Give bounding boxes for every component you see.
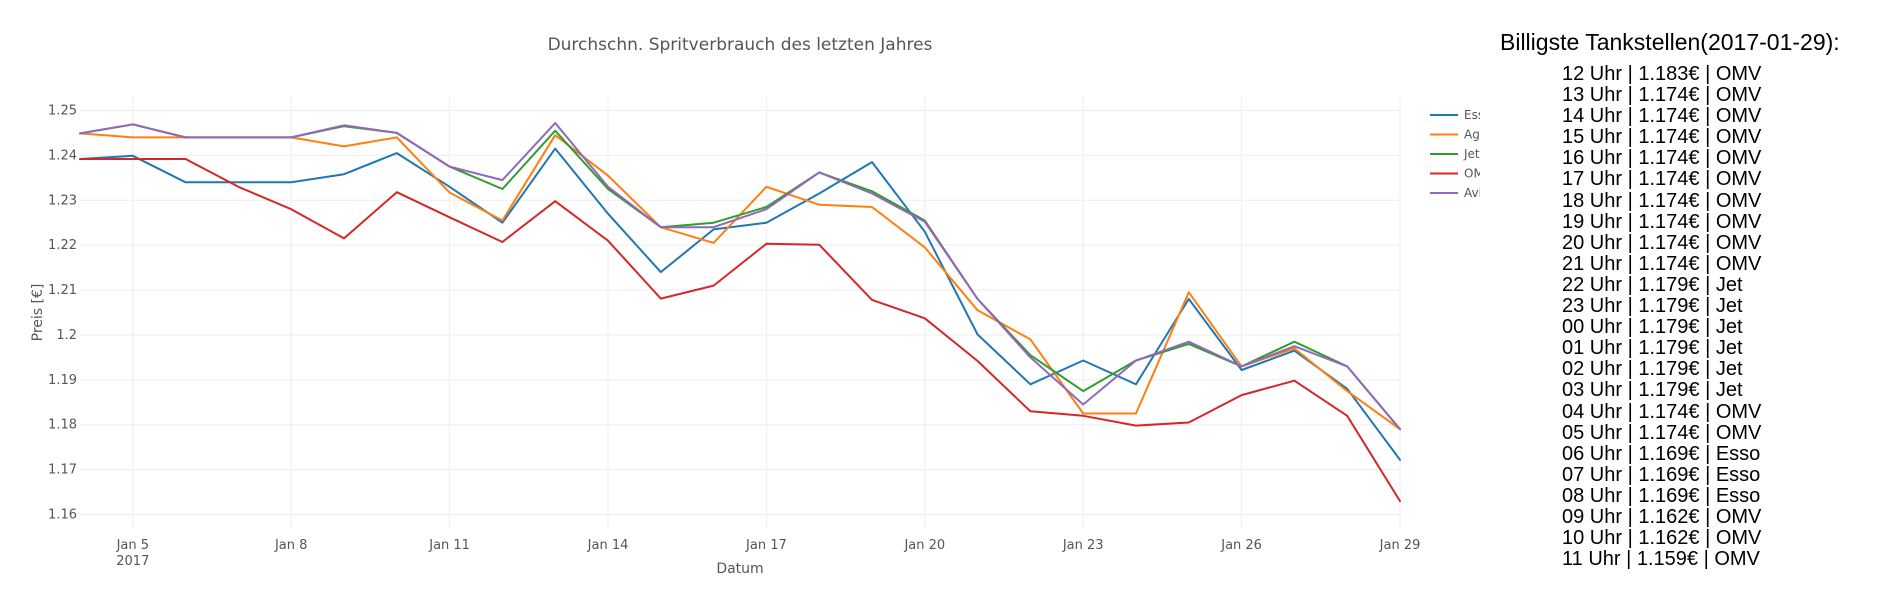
cheapest-station-entry: 01 Uhr | 1.179€ | Jet	[1562, 337, 1743, 360]
cheapest-station-entry: 11 Uhr | 1.159€ | OMV	[1562, 548, 1760, 571]
y-tick-label: 1.24	[48, 148, 77, 163]
cheapest-station-entry: 08 Uhr | 1.169€ | Esso	[1562, 484, 1761, 507]
x-tick-label: Jan 11	[428, 538, 470, 553]
series-line-agip	[79, 132, 1401, 431]
y-tick-label: 1.25	[48, 103, 77, 118]
cheapest-station-entry: 10 Uhr | 1.162€ | OMV	[1562, 527, 1762, 550]
y-tick-label: 1.16	[48, 508, 77, 523]
cheapest-station-entry: 00 Uhr | 1.179€ | Jet	[1562, 316, 1743, 339]
x-tick-label: Jan 26	[1220, 538, 1262, 553]
cheapest-station-entry: 20 Uhr | 1.174€ | OMV	[1562, 231, 1762, 254]
x-tick-label: Jan 29	[1379, 538, 1421, 553]
series-line-esso	[79, 147, 1401, 461]
cheapest-station-entry: 22 Uhr | 1.179€ | Jet	[1562, 273, 1743, 296]
cheapest-station-entry: 06 Uhr | 1.169€ | Esso	[1562, 442, 1761, 465]
cheapest-station-entry: 14 Uhr | 1.174€ | OMV	[1562, 105, 1762, 128]
price-line-chart: Durchschn. Spritverbrauch des letzten Ja…	[30, 35, 1480, 577]
cheapest-station-entry: 13 Uhr | 1.174€ | OMV	[1562, 84, 1762, 107]
y-tick-label: 1.18	[48, 418, 77, 433]
cheapest-station-entry: 16 Uhr | 1.174€ | OMV	[1562, 147, 1762, 170]
y-tick-label: 1.23	[48, 193, 77, 208]
cheapest-station-entry: 02 Uhr | 1.179€ | Jet	[1562, 358, 1743, 381]
cheapest-station-entry: 12 Uhr | 1.183€ | OMV	[1562, 63, 1762, 85]
chart-title: Durchschn. Spritverbrauch des letzten Ja…	[548, 35, 933, 55]
series-line-avia	[79, 122, 1401, 431]
y-tick-label: 1.19	[48, 373, 77, 388]
cheapest-station-entry: 07 Uhr | 1.169€ | Esso	[1562, 463, 1761, 486]
x-tick-label: Jan 14	[587, 538, 629, 553]
cheapest-stations-panel: Billigste Tankstellen(2017-01-29): 12 Uh…	[1500, 26, 1895, 596]
legend-label-agip: Agip	[1464, 128, 1480, 142]
x-tick-label: Jan 8	[274, 538, 307, 553]
x-tick-sublabel: 2017	[116, 554, 149, 569]
x-tick-label: Jan 17	[745, 538, 787, 553]
cheapest-station-entry: 19 Uhr | 1.174€ | OMV	[1562, 210, 1762, 233]
cheapest-station-entry: 09 Uhr | 1.162€ | OMV	[1562, 505, 1762, 528]
x-tick-label: Jan 23	[1062, 538, 1104, 553]
y-tick-label: 1.2	[56, 328, 77, 343]
legend-label-esso: Esso	[1464, 108, 1480, 122]
series-line-omv	[79, 158, 1401, 503]
cheapest-station-entry: 15 Uhr | 1.174€ | OMV	[1562, 126, 1762, 149]
legend-label-omv: OMV	[1464, 167, 1480, 181]
x-axis-title: Datum	[716, 561, 763, 577]
series-line-jet	[79, 123, 1401, 431]
cheapest-station-entry: 18 Uhr | 1.174€ | OMV	[1562, 189, 1762, 212]
legend-label-avia: Avia	[1464, 186, 1480, 200]
cheapest-station-entry: 23 Uhr | 1.179€ | Jet	[1562, 295, 1743, 318]
cheapest-station-entry: 21 Uhr | 1.174€ | OMV	[1562, 252, 1762, 275]
cheapest-stations-list: 12 Uhr | 1.183€ | OMV 13 Uhr | 1.174€ | O…	[1562, 63, 1762, 571]
y-tick-label: 1.17	[48, 463, 77, 478]
legend-label-jet: Jet	[1463, 147, 1480, 161]
chart-canvas: Durchschn. Spritverbrauch des letzten Ja…	[30, 35, 1480, 577]
y-tick-label: 1.21	[48, 283, 77, 298]
y-axis-title: Preis [€]	[30, 284, 46, 342]
cheapest-station-entry: 04 Uhr | 1.174€ | OMV	[1562, 400, 1762, 423]
cheapest-station-entry: 17 Uhr | 1.174€ | OMV	[1562, 168, 1762, 191]
y-tick-label: 1.22	[48, 238, 77, 253]
cheapest-station-entry: 03 Uhr | 1.179€ | Jet	[1562, 379, 1743, 402]
cheapest-stations-title: Billigste Tankstellen(2017-01-29):	[1500, 29, 1840, 55]
x-tick-label: Jan 5	[116, 538, 149, 553]
x-tick-label: Jan 20	[903, 538, 945, 553]
cheapest-station-entry: 05 Uhr | 1.174€ | OMV	[1562, 421, 1762, 444]
